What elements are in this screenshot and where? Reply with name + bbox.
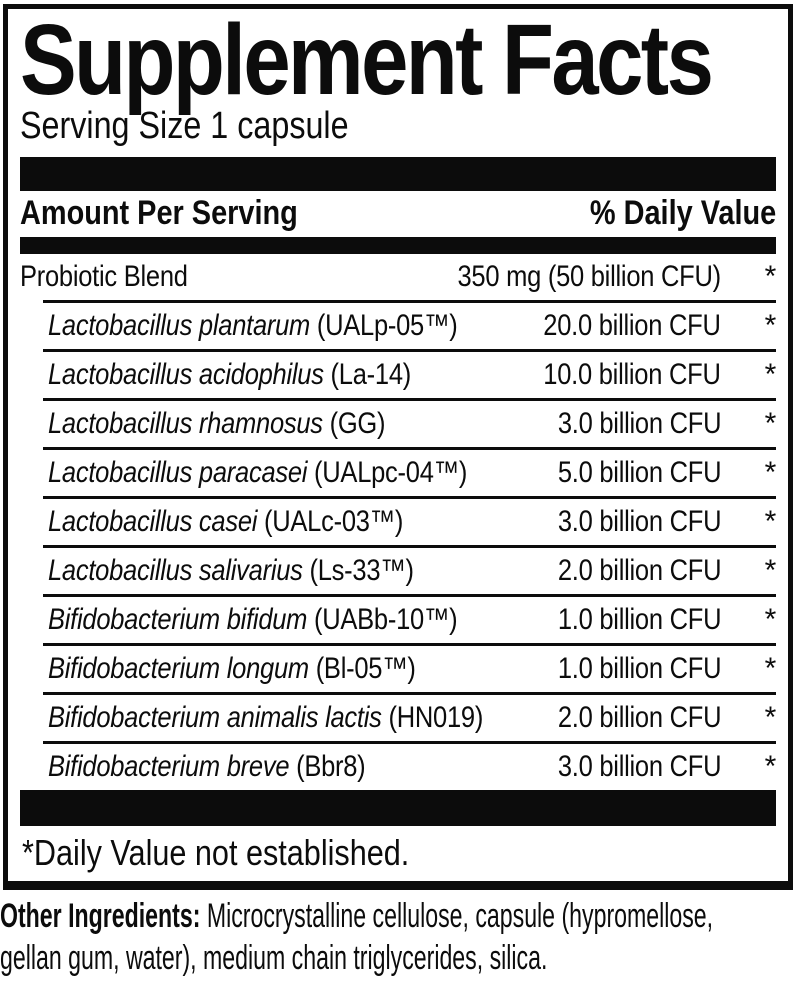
row-divider — [43, 642, 776, 646]
ingredient-name-italic: Lactobacillus salivarius — [48, 553, 303, 587]
ingredient-amount: 2.0 billion CFU — [557, 700, 722, 734]
ingredient-name: Bifidobacterium animalis lactis (HN019) — [20, 701, 529, 735]
ingredient-row: Lactobacillus acidophilus (La-14) 10.0 b… — [20, 352, 776, 398]
daily-value-cell: * — [764, 700, 777, 734]
column-header-row: Amount Per Serving % Daily Value — [20, 191, 776, 237]
row-divider — [43, 495, 776, 499]
ingredient-row: Lactobacillus casei (UALc-03™) 3.0 billi… — [20, 499, 776, 545]
ingredient-row: Bifidobacterium animalis lactis (HN019) … — [20, 695, 776, 741]
ingredient-row: Lactobacillus rhamnosus (GG) 3.0 billion… — [20, 401, 776, 447]
daily-value-cell: * — [764, 259, 777, 293]
ingredient-row: Lactobacillus paracasei (UALpc-04™) 5.0 … — [20, 450, 776, 496]
ingredient-amount: 5.0 billion CFU — [557, 455, 722, 489]
row-divider — [43, 691, 776, 695]
other-ingredients-text2: gellan gum, water), medium chain triglyc… — [0, 938, 548, 977]
ingredient-name-italic: Lactobacillus rhamnosus — [48, 406, 323, 440]
ingredient-name-italic: Lactobacillus plantarum — [48, 308, 311, 342]
ingredient-row: Lactobacillus plantarum (UALp-05™) 20.0 … — [20, 303, 776, 349]
row-divider — [43, 544, 776, 548]
daily-value-cell: * — [764, 455, 777, 489]
ingredient-name-plain: (UABb-10™) — [307, 602, 458, 636]
ingredient-name-italic: Bifidobacterium longum — [48, 651, 309, 685]
other-ingredients-line1: Other Ingredients: Microcrystalline cell… — [0, 896, 796, 937]
row-divider — [43, 348, 776, 352]
ingredient-name-plain: (La-14) — [323, 357, 412, 391]
supplement-facts-panel: Supplement Facts Serving Size 1 capsule … — [3, 4, 793, 891]
ingredient-name: Lactobacillus rhamnosus (GG) — [20, 407, 529, 441]
ingredient-name: Lactobacillus salivarius (Ls-33™) — [20, 554, 529, 588]
ingredient-name: Bifidobacterium bifidum (UABb-10™) — [20, 603, 529, 637]
ingredient-name-italic: Lactobacillus casei — [48, 504, 258, 538]
panel-title: Supplement Facts — [20, 4, 776, 116]
row-divider — [43, 446, 776, 450]
ingredient-amount: 1.0 billion CFU — [557, 651, 722, 685]
separator-bar-thick-bottom — [20, 789, 776, 826]
daily-value-cell: * — [764, 602, 777, 636]
daily-value-cell: * — [764, 357, 777, 391]
daily-value-cell: * — [764, 553, 777, 587]
ingredient-name-plain: (Bl-05™) — [308, 651, 416, 685]
ingredient-name-plain: Probiotic Blend — [20, 259, 188, 293]
ingredient-amount: 3.0 billion CFU — [557, 504, 722, 538]
ingredient-name: Lactobacillus casei (UALc-03™) — [20, 505, 529, 539]
ingredient-name: Bifidobacterium longum (Bl-05™) — [20, 652, 529, 686]
ingredient-amount: 1.0 billion CFU — [557, 602, 722, 636]
row-divider — [43, 593, 776, 597]
ingredient-amount: 2.0 billion CFU — [557, 553, 722, 587]
ingredient-amount: 10.0 billion CFU — [543, 357, 722, 391]
separator-bar-thick — [20, 156, 776, 191]
daily-value-cell: * — [764, 749, 777, 783]
daily-value-column-header: % Daily Value — [589, 194, 776, 233]
daily-value-cell: * — [764, 504, 777, 538]
ingredient-row: Probiotic Blend 350 mg (50 billion CFU) … — [20, 254, 776, 300]
daily-value-cell: * — [764, 308, 777, 342]
ingredient-amount: 20.0 billion CFU — [543, 308, 722, 342]
serving-size: Serving Size 1 capsule — [20, 105, 776, 147]
ingredient-name-italic: Lactobacillus acidophilus — [48, 357, 324, 391]
ingredient-name-plain: (Ls-33™) — [302, 553, 414, 587]
row-divider — [43, 299, 776, 303]
other-ingredients-label: Other Ingredients: — [0, 897, 201, 936]
panel-title-text: Supplement Facts — [20, 4, 714, 116]
row-divider — [43, 397, 776, 401]
other-ingredients: Other Ingredients: Microcrystalline cell… — [0, 896, 796, 979]
ingredient-name-italic: Bifidobacterium animalis lactis — [48, 700, 382, 734]
amount-column-header: Amount Per Serving — [20, 194, 298, 233]
ingredient-name-plain: (UALc-03™) — [257, 504, 404, 538]
ingredient-name: Lactobacillus paracasei (UALpc-04™) — [20, 456, 529, 490]
ingredient-name: Lactobacillus acidophilus (La-14) — [20, 358, 512, 392]
ingredient-name-italic: Bifidobacterium bifidum — [48, 602, 308, 636]
ingredient-row: Bifidobacterium longum (Bl-05™) 1.0 bill… — [20, 646, 776, 692]
ingredient-amount: 350 mg (50 billion CFU) — [457, 259, 722, 293]
ingredient-name: Bifidobacterium breve (Bbr8) — [20, 750, 529, 784]
ingredient-name: Lactobacillus plantarum (UALp-05™) — [20, 309, 512, 343]
other-ingredients-line2: gellan gum, water), medium chain triglyc… — [0, 938, 796, 979]
ingredient-name-italic: Lactobacillus paracasei — [48, 455, 308, 489]
ingredient-amount: 3.0 billion CFU — [557, 749, 722, 783]
ingredient-name-italic: Bifidobacterium breve — [48, 749, 290, 783]
ingredient-name: Probiotic Blend — [20, 260, 411, 294]
ingredient-name-plain: (UALpc-04™) — [307, 455, 468, 489]
row-divider — [43, 740, 776, 744]
ingredient-name-plain: (Bbr8) — [289, 749, 366, 783]
other-ingredients-text1: Microcrystalline cellulose, capsule (hyp… — [200, 897, 714, 936]
daily-value-footnote: *Daily Value not established. — [20, 826, 776, 882]
ingredient-row: Lactobacillus salivarius (Ls-33™) 2.0 bi… — [20, 548, 776, 594]
daily-value-cell: * — [764, 406, 777, 440]
ingredient-name-plain: (HN019) — [381, 700, 484, 734]
ingredient-amount: 3.0 billion CFU — [557, 406, 722, 440]
daily-value-footnote-text: *Daily Value not established. — [22, 831, 410, 873]
ingredient-row: Bifidobacterium breve (Bbr8) 3.0 billion… — [20, 744, 776, 790]
ingredient-name-plain: (UALp-05™) — [310, 308, 458, 342]
serving-size-text: Serving Size 1 capsule — [20, 105, 349, 147]
daily-value-cell: * — [764, 651, 777, 685]
separator-bar-medium — [20, 236, 776, 254]
ingredient-name-plain: (GG) — [322, 406, 386, 440]
ingredient-row: Bifidobacterium bifidum (UABb-10™) 1.0 b… — [20, 597, 776, 643]
